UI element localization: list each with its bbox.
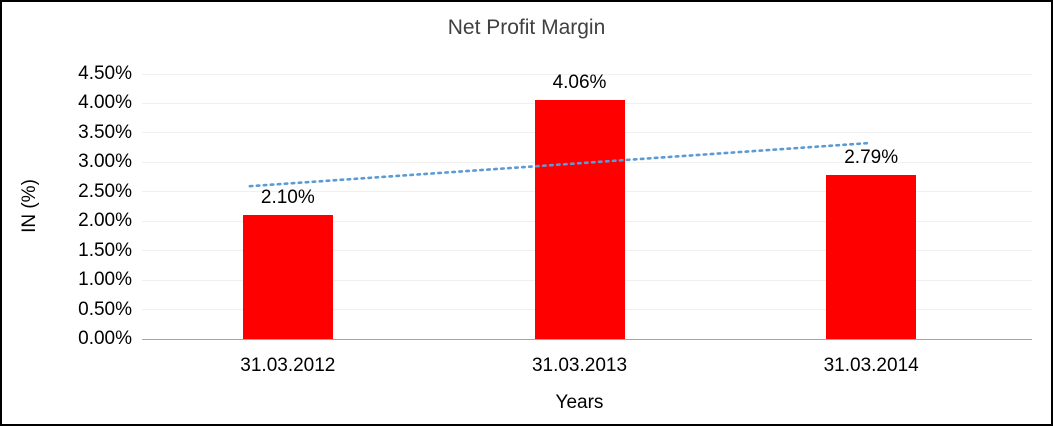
y-axis-tick-label: 2.50% [78, 180, 132, 202]
bar-value-label: 4.06% [552, 71, 607, 93]
gridline [142, 73, 1032, 75]
x-axis-title: Years [555, 392, 604, 413]
y-axis-tick-label: 1.00% [78, 269, 132, 291]
y-axis-title: IN (%) [19, 179, 40, 233]
y-axis-tick-label: 1.50% [78, 239, 132, 261]
bar [826, 174, 917, 339]
bar-value-label: 2.10% [260, 187, 315, 209]
bar [242, 215, 333, 339]
y-axis-tick-label: 2.00% [78, 210, 132, 232]
x-axis-tick-label: 31.03.2013 [531, 355, 628, 376]
x-axis-tick-label: 31.03.2014 [823, 355, 919, 376]
bar-value-label: 2.79% [844, 146, 899, 168]
y-axis-tick-label: 3.50% [78, 121, 132, 143]
x-axis-line [142, 339, 1032, 340]
y-axis-tick-label: 0.50% [78, 298, 132, 320]
y-axis-tick-label: 0.00% [78, 328, 132, 349]
chart-title: Net Profit Margin [447, 16, 606, 39]
y-axis-tick-label: 3.00% [78, 151, 132, 173]
y-axis-tick-label: 4.50% [78, 63, 132, 84]
y-axis-tick-label: 4.00% [78, 92, 132, 114]
bar [534, 99, 625, 339]
x-axis-tick-label: 31.03.2012 [240, 355, 336, 376]
